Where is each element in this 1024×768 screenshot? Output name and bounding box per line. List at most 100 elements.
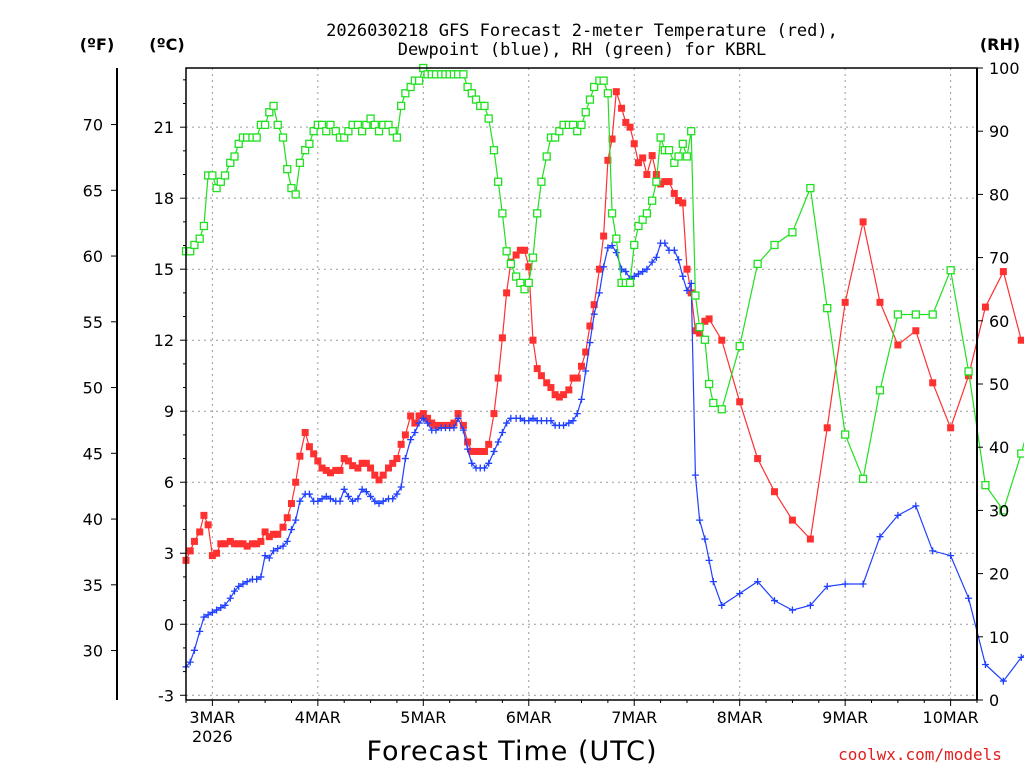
temperature-point [929, 379, 937, 387]
dewpoint-point [683, 287, 691, 295]
dewpoint-point [696, 516, 704, 524]
rh-point [234, 139, 243, 148]
rh-point [252, 133, 261, 142]
temperature-point [310, 450, 318, 458]
temperature-point [600, 232, 608, 240]
rh-point [537, 177, 546, 186]
dewpoint-point [529, 414, 537, 422]
dewpoint-point [701, 535, 709, 543]
rh-point [305, 139, 314, 148]
temperature-point [618, 104, 626, 112]
series-group [182, 88, 1024, 564]
dewpoint-point [569, 417, 577, 425]
temperature-point [705, 315, 713, 323]
dewpoint-point [257, 573, 265, 581]
temperature-point [332, 466, 340, 474]
dewpoint-point [450, 424, 458, 432]
dewpoint-point [354, 495, 362, 503]
temperature-point [525, 263, 533, 271]
dewpoint-point [618, 265, 626, 273]
rh-point [670, 158, 679, 167]
rh-point [581, 108, 590, 117]
series-layer [181, 63, 1024, 685]
dewpoint-point [415, 419, 423, 427]
dewpoint-point [547, 417, 555, 425]
temperature-point [428, 419, 436, 427]
temperature-point [472, 447, 480, 455]
rh-point [322, 127, 331, 136]
rh-point [695, 322, 704, 332]
rh-point [190, 240, 199, 250]
temperature-point [190, 537, 198, 545]
rh-point [630, 240, 639, 250]
rh-point [502, 247, 511, 256]
temperature-point [393, 455, 401, 463]
temperature-point [569, 374, 577, 382]
rh-point [599, 76, 608, 85]
dewpoint-point [947, 552, 955, 560]
temperature-point [318, 464, 326, 472]
temperature-point [679, 199, 687, 207]
dewpoint-point [270, 547, 278, 555]
dewpoint-point [718, 601, 726, 609]
rh-point [326, 120, 335, 130]
rh-point [362, 120, 371, 130]
fahrenheit-unit-label: (ºF) [80, 35, 115, 54]
dewpoint-point [679, 272, 687, 280]
rh-point [480, 101, 489, 111]
rh-tick-label: 40 [989, 438, 1009, 457]
fahrenheit-tick-label: 65 [83, 181, 103, 200]
rh-tick-label: 50 [989, 375, 1009, 394]
fahrenheit-tick-label: 55 [83, 313, 103, 332]
temperature-point [464, 438, 472, 446]
rh-unit-label: (RH) [980, 35, 1020, 54]
temperature-point [265, 533, 273, 541]
rh-point [533, 209, 542, 218]
dewpoint-point [965, 594, 973, 602]
temperature-point [622, 118, 630, 126]
rh-point [590, 82, 599, 92]
rh-point [283, 164, 292, 174]
dewpoint-point [393, 490, 401, 498]
rh-point [484, 114, 493, 123]
temperature-point [424, 414, 432, 422]
dewpoint-point [612, 249, 620, 257]
dewpoint-point [999, 677, 1007, 685]
rh-point [709, 398, 718, 408]
temperature-point [261, 528, 269, 536]
rh-point [542, 152, 551, 161]
dewpoint-point [454, 414, 462, 422]
temperature-point [397, 440, 405, 448]
rh-point [634, 221, 643, 231]
temperature-point [981, 303, 989, 311]
temperature-point [578, 362, 585, 370]
celsius-unit-label: (ºC) [149, 35, 184, 54]
dewpoint-point [485, 459, 493, 467]
dewpoint-point [265, 554, 273, 562]
temperature-point [314, 457, 322, 465]
temperature-point [608, 135, 616, 143]
rh-point [612, 234, 621, 243]
rh-point [384, 120, 393, 130]
x-tick-label: 8MAR [717, 708, 763, 727]
celsius-tick-label: 0 [164, 615, 174, 634]
chart-title-line-2: Dewpoint (blue), RH (green) for KBRL [398, 40, 766, 60]
dewpoint-point [912, 502, 920, 510]
dewpoint-point [208, 608, 216, 616]
dewpoint-point [305, 490, 313, 498]
dewpoint-point [243, 578, 251, 586]
rh-tick-label: 80 [989, 185, 1009, 204]
credit-link[interactable]: coolwx.com/models [838, 745, 1002, 764]
temperature-point [362, 459, 370, 467]
temperature-point [480, 447, 488, 455]
temperature-point [407, 412, 415, 420]
rh-point [353, 120, 363, 130]
rh-point [981, 480, 990, 490]
dewpoint-point [709, 578, 717, 586]
dewpoint-point [582, 367, 590, 375]
rh-point [374, 127, 384, 136]
x-tick-label: 10MAR [923, 708, 979, 727]
temperature-point [454, 410, 462, 418]
dewpoint-point [608, 242, 616, 250]
temperature-point [296, 452, 304, 460]
